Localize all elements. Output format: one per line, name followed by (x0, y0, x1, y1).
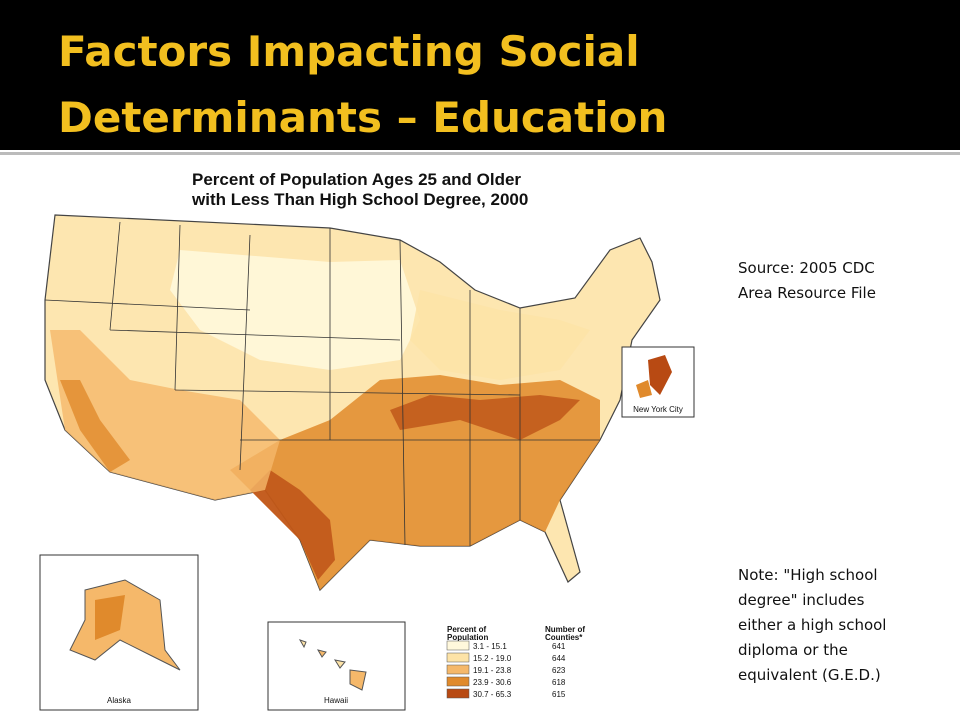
note-text: equivalent (G.E.D.) (738, 666, 881, 684)
legend-count: 615 (552, 690, 566, 699)
legend-count: 618 (552, 678, 566, 687)
content: Percent of Population Ages 25 and Olderw… (107, 170, 886, 705)
region-midwest (410, 290, 590, 380)
nyc-shape (636, 380, 652, 398)
alaska-shape (95, 595, 125, 640)
inset-label: Hawaii (324, 696, 348, 705)
map-title: Percent of Population Ages 25 and Older (192, 170, 521, 189)
region-california (60, 380, 130, 472)
legend-swatch (446, 676, 470, 687)
source-text: Area Resource File (738, 284, 876, 302)
hawaii-shape (298, 639, 307, 649)
hawaii-inset (267, 621, 406, 711)
nyc-shape (648, 355, 672, 395)
slide-title: Factors Impacting Social (58, 27, 640, 76)
inset-frame (267, 621, 406, 711)
legend-swatch (446, 664, 470, 675)
legend-header: Population (447, 633, 488, 642)
legend-range: 19.1 - 23.8 (473, 666, 512, 675)
legend-range: 15.2 - 19.0 (473, 654, 512, 663)
legend-count: 644 (552, 654, 566, 663)
hawaii-shape (316, 649, 327, 658)
legend-header: Counties* (545, 633, 583, 642)
region-deep-south (250, 470, 335, 580)
legend-count: 641 (552, 642, 566, 651)
legend-swatch (446, 640, 470, 651)
inset-label: Alaska (107, 696, 132, 705)
note-text: degree" includes (738, 591, 865, 609)
region-plains (170, 250, 420, 370)
note-text: diploma or the (738, 641, 848, 659)
slide-title: Determinants – Education (58, 93, 667, 142)
legend-header: Number of (545, 625, 585, 634)
legend-count: 623 (552, 666, 566, 675)
state-lines (44, 221, 600, 546)
inset-label: New York City (633, 405, 683, 414)
note-text: Note: "High school (738, 566, 878, 584)
legend-header: Percent of (447, 625, 486, 634)
hawaii-shape (349, 669, 367, 691)
header-rule (0, 152, 960, 155)
source-text: Source: 2005 CDC (738, 259, 875, 277)
us-map (44, 214, 661, 592)
hawaii-shape (333, 659, 346, 669)
map-title: with Less Than High School Degree, 2000 (191, 190, 528, 209)
alaska-inset (39, 554, 199, 711)
note-text: either a high school (738, 616, 886, 634)
legend-swatch (446, 652, 470, 663)
legend-range: 23.9 - 30.6 (473, 678, 512, 687)
region-delta (390, 395, 580, 440)
header: Factors Impacting Social Determinants – E… (58, 27, 667, 142)
legend-swatch (446, 688, 470, 699)
legend-range: 30.7 - 65.3 (473, 690, 512, 699)
ny-inset (621, 346, 695, 418)
legend-range: 3.1 - 15.1 (473, 642, 507, 651)
header-band (0, 0, 960, 150)
